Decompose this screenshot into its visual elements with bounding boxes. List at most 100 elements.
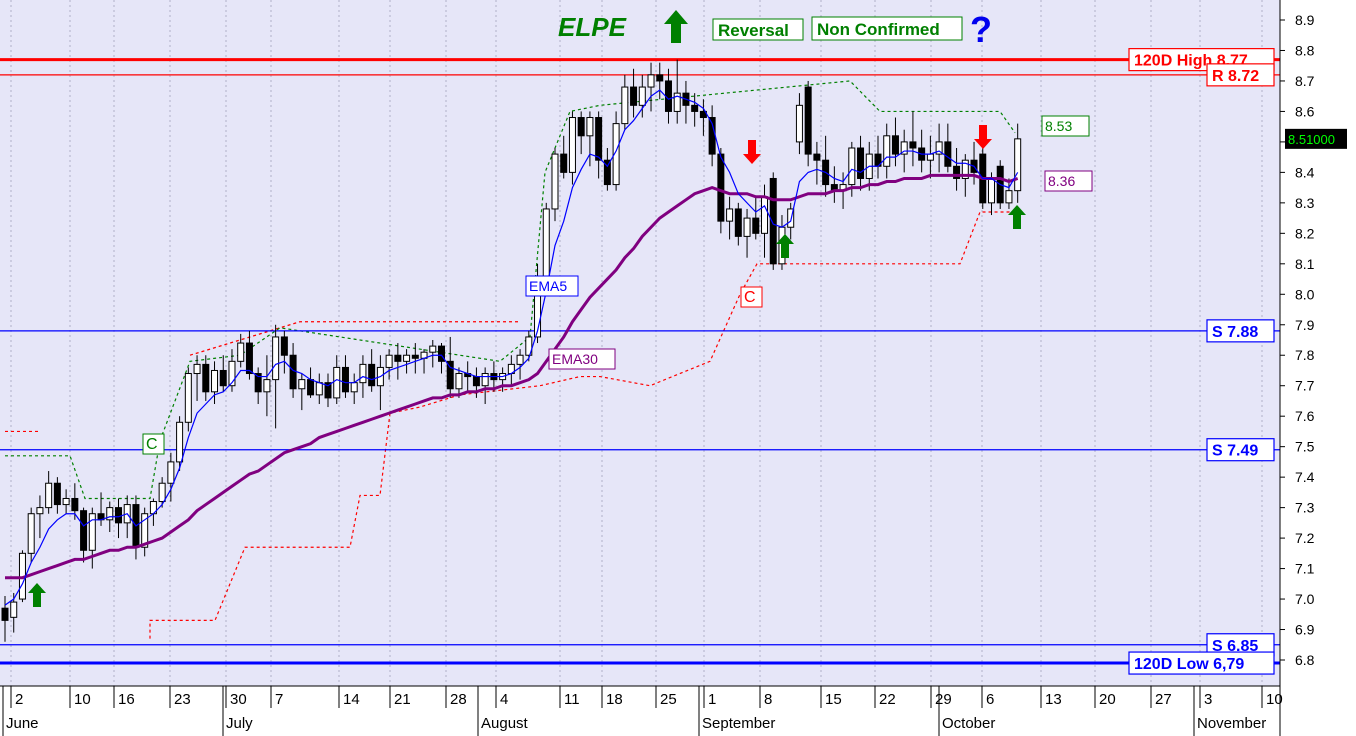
candle-body [307,379,315,396]
candle-body [184,373,192,423]
candle-body [621,86,629,125]
axis-background [1280,0,1356,736]
candle-body [10,601,18,618]
red-upper-stop-2 [189,321,520,356]
candle-body [1014,138,1022,192]
candle-body [359,363,367,384]
y-tick-label: 8.0 [1295,286,1315,302]
candle-body [472,376,480,387]
candle-body [961,159,969,179]
level-label: 120D Low 6,79 [1134,656,1244,673]
y-tick-label: 8.4 [1295,164,1315,180]
candle-body [106,507,114,521]
candle-body [769,177,777,265]
level-label-box [1128,651,1275,675]
candle-body [228,360,236,387]
horizontal-levels: 120D High 8.77R 8.72S 7.88S 7.49S 6.8512… [0,48,1280,675]
month-label: October [942,715,995,732]
x-tick-label: 29 [935,691,952,708]
candle-body [324,382,332,399]
ticker-title: ELPE [558,12,627,42]
candle-body [176,421,184,463]
question-mark-icon: ? [970,9,992,50]
x-tick-label: 7 [275,691,283,708]
y-tick-label: 8.6 [1295,103,1315,119]
x-tick-label: 3 [1204,691,1212,708]
candle-body [385,354,393,368]
candle-body [586,117,594,137]
candle-body [542,208,550,277]
month-label: August [481,715,529,732]
candle-body [848,147,856,186]
candle-body [560,153,568,173]
x-tick-label: 4 [500,691,508,708]
candle-body [333,366,341,399]
reversal-tag-box [712,18,804,41]
candle-body [45,482,53,509]
up-arrow-icon [776,234,794,258]
y-tick-label: 7.5 [1295,439,1315,455]
x-tick-label: 21 [394,691,411,708]
candle-body [88,513,96,551]
ema5-line [4,89,1019,606]
x-tick-label: 11 [564,691,580,708]
y-tick-label: 6.8 [1295,652,1315,668]
candle-body [403,354,411,362]
red-trailing-stop [149,211,1015,639]
candle-body [36,507,44,515]
candle-body [795,104,803,143]
candle-body [80,510,88,551]
candle-body [53,482,61,506]
x-tick-label: 13 [1045,691,1062,708]
date-axis: 2 10 16 23 30 7 14 21 28 4 11 18 25 1 8 15 22 29 6 13 20 27 3 1… [0,685,1283,736]
candle-body [141,513,149,548]
y-tick-label: 8.2 [1295,225,1315,241]
ema30-label: EMA30 [552,351,598,367]
month-label: June [6,715,39,732]
x-tick-label: 10 [1266,691,1283,708]
candle-body [193,363,201,375]
candle-body [761,196,769,234]
price-axis: 6.8 6.9 7.0 7.1 7.2 7.3 7.4 7.5 7.6 7.7 7.8 7.9 8.0 8… [1279,0,1347,736]
y-tick-label: 7.9 [1295,317,1315,333]
level-label-box [1206,319,1275,343]
c-label-green-box [142,433,165,455]
trailing-stops [5,80,1016,639]
candle-body [315,382,323,396]
candle-body [350,382,358,393]
candle-body [158,482,166,503]
level-label-box [1206,63,1275,87]
candle-body [446,360,454,390]
candle-body [630,86,638,106]
candle-body [595,117,603,161]
month-label: November [1197,715,1266,732]
up-arrow-icon [664,10,688,43]
candle-body [813,153,821,161]
candle-body [726,208,734,222]
down-arrow-icon [974,125,992,149]
level-label-box [1206,438,1275,462]
candle-body [926,153,934,161]
date-axis-background [0,686,1280,736]
candle-body [935,141,943,155]
candle-body [987,177,995,204]
candle-body [603,159,611,186]
value-purple-label-box [1044,170,1093,192]
y-tick-label: 7.1 [1295,561,1315,577]
candle-body [551,153,559,210]
candle-body [752,217,760,234]
y-tick-label: 7.6 [1295,408,1315,424]
candle-body [891,135,899,155]
candle-body [114,507,122,524]
candle-body [804,86,812,155]
candle-body [62,497,70,506]
candle-body [438,345,445,362]
plot-background [0,0,1280,686]
non-confirmed-tag: Non Confirmed [817,20,940,39]
candle-body [280,336,288,356]
value-purple-label: 8.36 [1048,173,1075,189]
candle-body [455,373,463,390]
candle-body [237,342,245,362]
candle-body [787,208,795,228]
